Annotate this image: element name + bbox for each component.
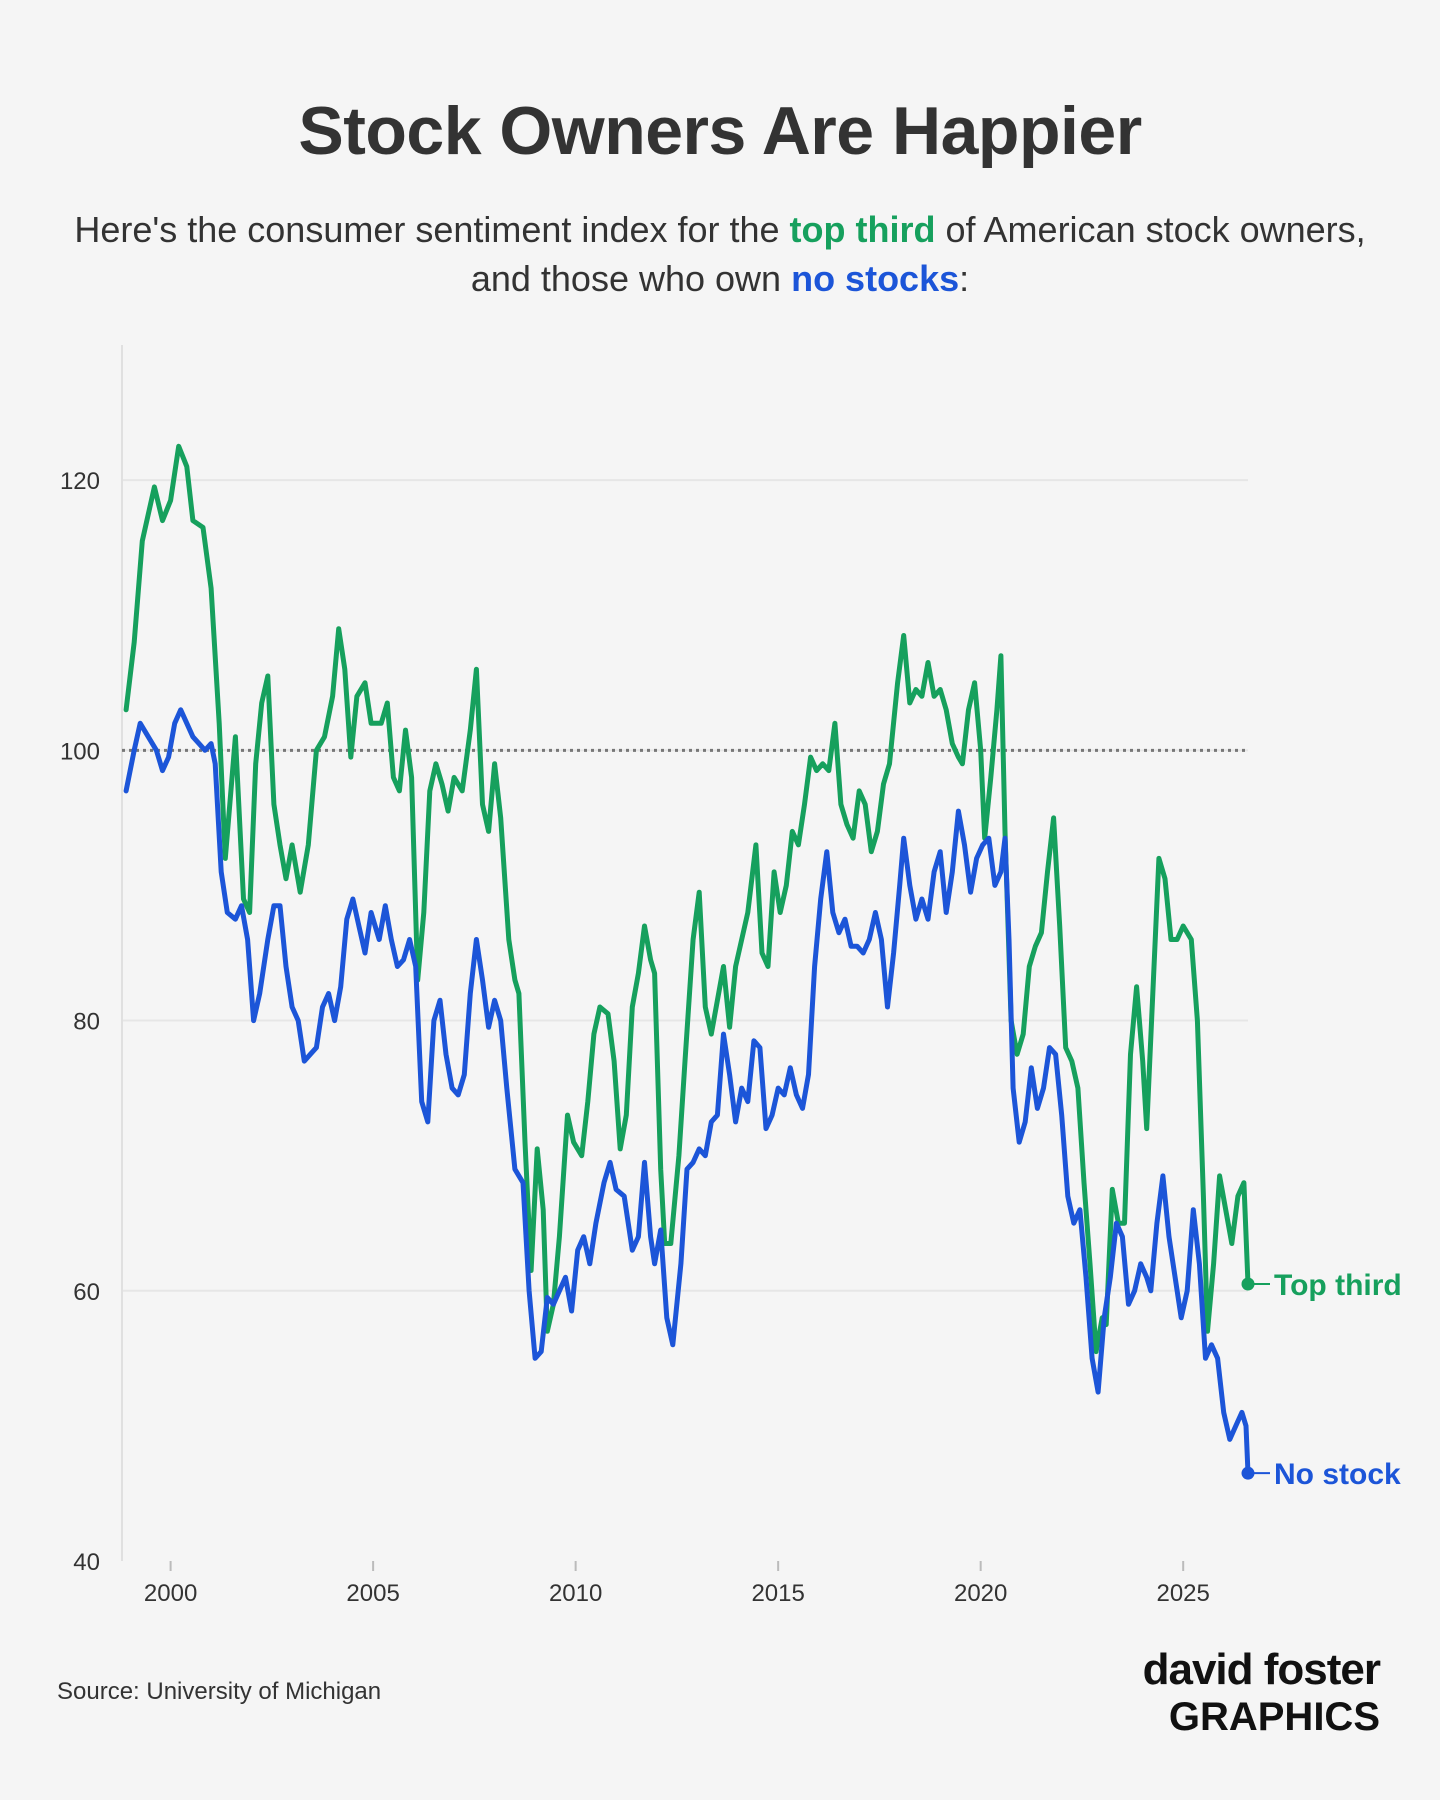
logo-text-bottom: GRAPHICS [1168, 1695, 1380, 1739]
subtitle-text-1: Here's the consumer sentiment index for … [74, 209, 790, 250]
x-tick-label-2005: 2005 [346, 1580, 399, 1607]
y-tick-label-60: 60 [73, 1279, 100, 1306]
chart-subtitle: Here's the consumer sentiment index for … [40, 205, 1400, 303]
end-labels: Top third No stock [1241, 1269, 1402, 1491]
end-label-no-stock: No stock [1274, 1458, 1401, 1491]
series-line-no-stock [123, 707, 1251, 1476]
x-tick-label-2000: 2000 [144, 1580, 197, 1607]
logo: david foster GRAPHICS [1140, 1645, 1381, 1745]
y-tick-label-80: 80 [73, 1009, 100, 1036]
series-lines [123, 443, 1251, 1476]
y-axis-ticks: 40 60 80 100 120 [60, 468, 100, 1576]
x-axis-ticks: 2000 2005 2010 2015 2020 2025 [144, 1561, 1210, 1607]
subtitle-highlight-top-third: top third [789, 209, 936, 250]
y-tick-label-100: 100 [60, 738, 100, 765]
x-tick-label-2010: 2010 [549, 1580, 602, 1607]
x-tick-label-2025: 2025 [1156, 1580, 1209, 1607]
subtitle-highlight-no-stocks: no stocks [791, 258, 960, 299]
x-tick-label-2020: 2020 [954, 1580, 1007, 1607]
y-tick-label-120: 120 [60, 468, 100, 495]
subtitle-text-3: and those who own [470, 258, 792, 299]
x-tick-label-2015: 2015 [751, 1580, 804, 1607]
subtitle-text-2: of American stock owners, [935, 209, 1366, 250]
logo-text-top: david foster [1142, 1645, 1381, 1694]
source-note: Source: University of Michigan [57, 1678, 382, 1705]
series-line-top-third [123, 443, 1251, 1355]
y-tick-label-40: 40 [73, 1549, 100, 1576]
subtitle-text-4: : [959, 258, 970, 299]
chart-title: Stock Owners Are Happier [298, 93, 1142, 169]
end-label-top-third: Top third [1274, 1269, 1402, 1302]
